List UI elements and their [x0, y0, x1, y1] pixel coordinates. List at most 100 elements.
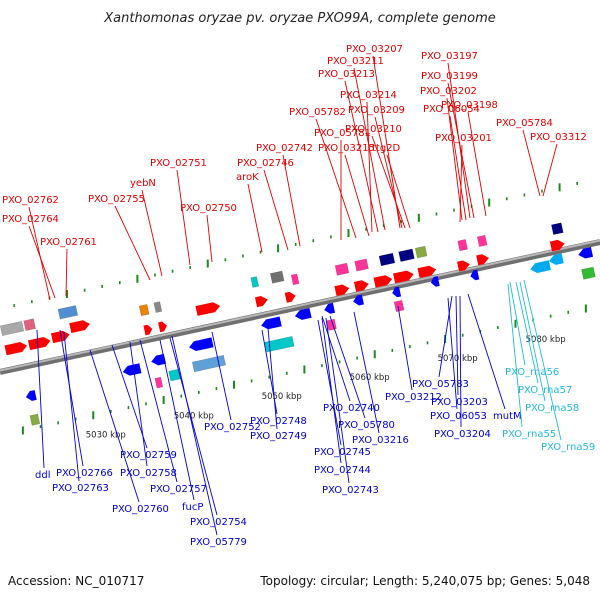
label-leader-line — [507, 283, 523, 428]
gene-arrow-shape — [430, 276, 440, 287]
label-leader-line — [449, 115, 467, 221]
gene-box-shape — [551, 222, 564, 235]
gene-label-bottom: PXO_02754 — [190, 517, 247, 528]
gene-arrow-shape — [373, 275, 393, 288]
label-leader-line — [344, 154, 370, 237]
label-leader-line — [321, 315, 351, 402]
label-leader-line — [315, 118, 357, 239]
gene-box-shape — [154, 376, 164, 389]
gene-box — [378, 252, 396, 267]
gene-label-bottom: PXO_02757 — [150, 484, 207, 495]
label-leader-line — [366, 101, 373, 233]
label-leader-line — [89, 349, 140, 503]
gene-arrow — [4, 342, 28, 356]
gene-label-top: PXO_02762 — [2, 195, 59, 206]
gene-arrow — [122, 363, 142, 376]
gene-label-bottom: PXO_02745 — [314, 447, 371, 458]
gene-arrow-shape — [548, 253, 564, 265]
label-leader-line — [397, 305, 413, 391]
gene-label-bottom: PXO_02759 — [120, 450, 177, 461]
label-leader-line — [169, 337, 218, 516]
label-leader-line — [176, 169, 191, 266]
gene-label-top: PXO_05781 — [314, 128, 371, 139]
gene-arrow-shape — [393, 270, 414, 284]
gene-box-shape — [138, 304, 150, 317]
gene-box-shape — [57, 305, 79, 320]
gene-arrow-shape — [151, 353, 166, 366]
gene-box-shape — [191, 354, 226, 373]
gene-box — [581, 266, 596, 280]
gene-arrow-shape — [284, 291, 296, 303]
gene-box — [476, 234, 488, 247]
label-leader-line — [141, 189, 163, 277]
gene-label-rna: PXO_rna56 — [505, 367, 559, 378]
page-title: Xanthomonas oryzae pv. oryzae PXO99A, co… — [104, 11, 496, 26]
gene-box-shape — [23, 318, 36, 331]
gene-label-top: PXO_03210 — [345, 124, 402, 135]
gene-label-bottom: mutM — [493, 411, 522, 422]
gene-label-bottom: PXO_05780 — [338, 420, 395, 431]
gene-label-rna: PXO_rna57 — [518, 385, 572, 396]
label-leader-line — [386, 154, 411, 229]
gene-label-top: PXO_05782 — [289, 107, 346, 118]
gene-label-top: ttg2D — [372, 143, 401, 154]
label-leader-line — [139, 339, 178, 483]
gene-box-shape — [250, 276, 260, 288]
label-leader-line — [353, 311, 380, 434]
gene-box-shape — [393, 299, 405, 313]
gene-arrow — [195, 302, 220, 316]
scale-label: 5040 kbp — [174, 411, 214, 421]
gene-label-bottom: PXO_03204 — [434, 429, 491, 440]
gene-arrow-shape — [143, 324, 153, 336]
label-leader-line — [515, 281, 539, 384]
label-leader-line — [542, 143, 558, 197]
label-leader-line — [114, 205, 151, 281]
gene-box — [0, 320, 25, 336]
gene-label-top: PXO_06054 — [423, 104, 480, 115]
gene-box-shape — [0, 320, 25, 336]
gene-arrow-shape — [353, 280, 369, 292]
gene-arrow — [69, 320, 90, 334]
label-leader-line — [459, 144, 463, 223]
gene-label-top: PXO_03197 — [421, 51, 478, 62]
gene-label-bottom: PXO_02760 — [112, 504, 169, 515]
gene-label-top: PXO_02751 — [150, 158, 207, 169]
gene-box-shape — [414, 245, 428, 259]
gene-box — [191, 354, 226, 373]
label-leader-line — [129, 341, 148, 467]
gene-box — [290, 273, 300, 286]
gene-arrow-shape — [549, 239, 565, 252]
gene-arrow — [373, 275, 393, 288]
gene-label-bottom: PXO_05779 — [190, 537, 247, 548]
gene-label-bottom: PXO_02744 — [314, 465, 371, 476]
gene-box — [269, 270, 285, 284]
gene-label-top: PXO_02742 — [256, 143, 313, 154]
gene-label-top: PXO_03207 — [346, 44, 403, 55]
gene-label-top: PXO_03209 — [348, 105, 405, 116]
label-leader-line — [374, 116, 403, 229]
gene-label-top: PXO_03198 — [441, 100, 498, 111]
gene-label-bottom: PXO_05783 — [412, 379, 469, 390]
genome-backbone-highlight — [0, 239, 600, 372]
gene-box — [250, 276, 260, 288]
gene-arrow — [457, 260, 470, 272]
gene-label-top: PXO_03211 — [327, 56, 384, 67]
gene-arrow-shape — [69, 320, 90, 334]
label-leader-line — [353, 67, 386, 231]
gene-arrow-shape — [294, 308, 312, 320]
gene-arrow — [548, 253, 564, 265]
label-leader-line — [447, 82, 475, 219]
label-leader-line — [267, 327, 278, 430]
gene-box — [393, 299, 405, 313]
gene-box-shape — [264, 336, 295, 353]
gene-arrow-shape — [122, 363, 142, 376]
scale-label: 5080 kbp — [526, 335, 566, 345]
gene-arrow-shape — [195, 302, 220, 316]
gene-label-bottom: PXO_03203 — [431, 397, 488, 408]
gene-box — [414, 245, 428, 259]
label-leader-line — [371, 135, 406, 229]
gene-label-top: PXO_02764 — [2, 214, 59, 225]
label-leader-line — [247, 183, 263, 253]
gene-arrow-shape — [4, 342, 28, 356]
gene-arrow — [476, 254, 489, 266]
